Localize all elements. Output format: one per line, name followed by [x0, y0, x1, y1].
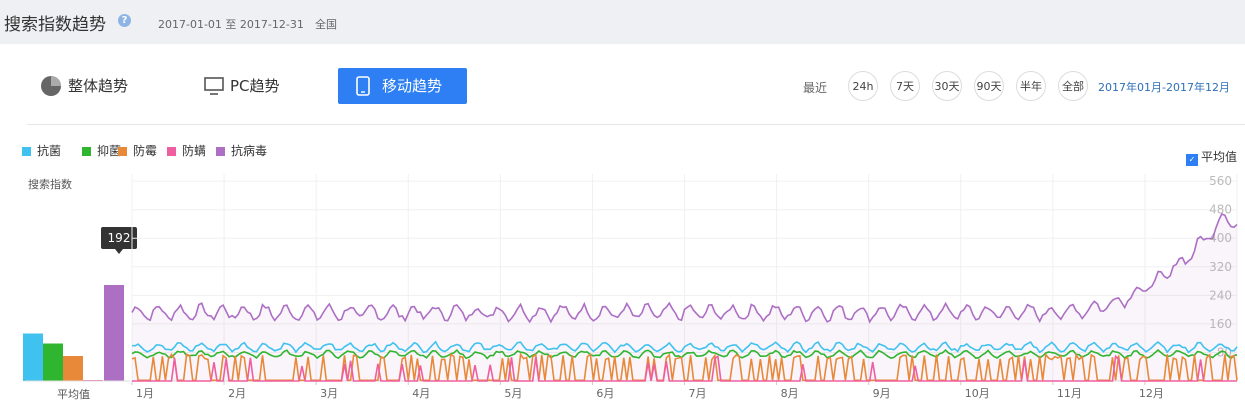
x-tick-label: 5月 [504, 387, 522, 400]
legend-item-kangjun[interactable]: 抗菌 [22, 142, 61, 159]
legend-label: 抗病毒 [231, 144, 268, 158]
y-tick-label: 560 [1209, 174, 1232, 188]
average-tooltip: 192 [101, 227, 137, 254]
legend-item-fangman[interactable]: 防螨 [167, 142, 206, 159]
legend-item-kangbingdu[interactable]: 抗病毒 [216, 142, 267, 159]
x-tick-label: 4月 [412, 387, 430, 400]
pie-chart-icon [41, 76, 61, 96]
page-title: 搜索指数趋势 [4, 15, 106, 35]
y-tick-label: 480 [1209, 203, 1232, 217]
series-line-yijun [131, 348, 1238, 360]
average-bar-yijun [43, 343, 63, 381]
tab-label: PC趋势 [230, 77, 280, 95]
check-icon: ✓ [1186, 154, 1198, 166]
y-axis-label: 搜索指数 [28, 178, 72, 191]
x-tick-label: 7月 [689, 387, 707, 400]
help-icon[interactable]: ? [118, 14, 131, 27]
range-24h-button[interactable]: 24h [848, 71, 878, 101]
tab-mobile[interactable]: 移动趋势 [338, 68, 467, 104]
legend-item-fangmei[interactable]: 防霉 [118, 142, 157, 159]
legend-swatch [167, 147, 176, 156]
x-tick-label: 8月 [781, 387, 799, 400]
average-bar-label: 平均值 [57, 388, 90, 401]
legend-swatch [118, 147, 127, 156]
x-tick-label: 2月 [228, 387, 246, 400]
tab-overall[interactable]: 整体趋势 [40, 68, 150, 104]
legend-label: 抑菌 [97, 144, 122, 158]
x-tick-label: 10月 [965, 387, 990, 400]
average-checkbox[interactable]: ✓ 平均值 [1186, 148, 1237, 166]
range-90d-button[interactable]: 90天 [974, 71, 1004, 101]
x-tick-label: 6月 [596, 387, 614, 400]
y-tick-label: 320 [1209, 260, 1232, 274]
legend-swatch [22, 147, 31, 156]
legend-label: 抗菌 [37, 144, 62, 158]
legend-swatch [216, 147, 225, 156]
legend-label: 防霉 [133, 144, 158, 158]
x-tick-label: 12月 [1139, 387, 1164, 400]
series-line-kangbingdu [131, 212, 1238, 324]
x-tick-label: 3月 [320, 387, 338, 400]
trend-card: 整体趋势 PC趋势 移动趋势 最近 24h 7天 30天 90天 半年 全部 2… [5, 44, 1245, 403]
x-tick-label: 9月 [873, 387, 891, 400]
recent-label: 最近 [803, 81, 828, 95]
average-bar-fangmei [63, 356, 83, 381]
x-tick-label: 11月 [1057, 387, 1082, 400]
tab-label: 整体趋势 [68, 77, 129, 95]
legend-item-yijun[interactable]: 抑菌 [82, 142, 121, 159]
average-bar-kangbingdu [104, 285, 124, 381]
divider [27, 124, 1245, 125]
tab-pc[interactable]: PC趋势 [203, 68, 303, 104]
y-tick-label: 400 [1209, 231, 1232, 245]
date-range: 2017-01-01 至 2017-12-31 [158, 18, 304, 31]
range-30d-button[interactable]: 30天 [932, 71, 962, 101]
header-bar: 搜索指数趋势 ? 2017-01-01 至 2017-12-31 全国 [0, 0, 1245, 44]
range-half-year-button[interactable]: 半年 [1016, 71, 1046, 101]
range-7d-button[interactable]: 7天 [890, 71, 920, 101]
region-label: 全国 [315, 18, 337, 31]
tab-label: 移动趋势 [382, 77, 443, 95]
series-line-fangman [132, 354, 1237, 382]
series-line-kangjun [131, 340, 1238, 354]
x-tick-label: 1月 [136, 387, 154, 400]
series-area-kangbingdu [132, 214, 1237, 381]
selected-period[interactable]: 2017年01月-2017年12月 [1098, 81, 1230, 94]
y-tick-label: 160 [1209, 317, 1232, 331]
mobile-icon [356, 76, 370, 96]
legend-label: 防螨 [182, 144, 207, 158]
y-tick-label: 240 [1209, 288, 1232, 302]
monitor-icon [204, 77, 224, 95]
average-checkbox-label: 平均值 [1201, 150, 1238, 164]
average-bar-kangjun [23, 333, 43, 381]
range-all-button[interactable]: 全部 [1058, 71, 1088, 101]
legend-swatch [82, 147, 91, 156]
